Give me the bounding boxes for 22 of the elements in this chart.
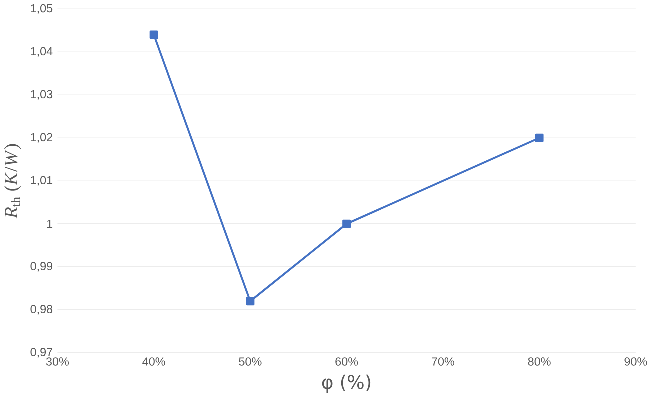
x-tick-label: 30%	[46, 357, 70, 366]
y-axis-title: R$_{th}$ (K/W)	[4, 144, 22, 219]
y-tick-label: 1,05	[31, 4, 53, 14]
y-tick-label: 0,97	[30, 348, 53, 358]
x-tick-label: 70%	[432, 357, 454, 366]
x-tick-label: 40%	[142, 357, 166, 366]
x-tick-label: 50%	[239, 357, 262, 366]
y-tick-label: 0,98	[30, 305, 53, 315]
y-tick-label: 1	[47, 220, 53, 228]
y-tick-label: 0,99	[30, 262, 53, 272]
point	[150, 30, 158, 40]
y-tick-label: 1,04	[31, 47, 53, 57]
point	[246, 297, 255, 306]
x-axis-title: φ (%)	[322, 374, 371, 393]
x-tick-label: 80%	[528, 357, 551, 366]
x-tick-label: 90%	[624, 357, 648, 366]
y-tick-label: 1,03	[31, 90, 53, 100]
y-tick-label: 1,01	[31, 176, 53, 186]
x-tick-label: 60%	[336, 357, 358, 366]
y-tick-label: 1,02	[31, 133, 53, 143]
point	[535, 134, 544, 142]
point	[342, 220, 352, 228]
